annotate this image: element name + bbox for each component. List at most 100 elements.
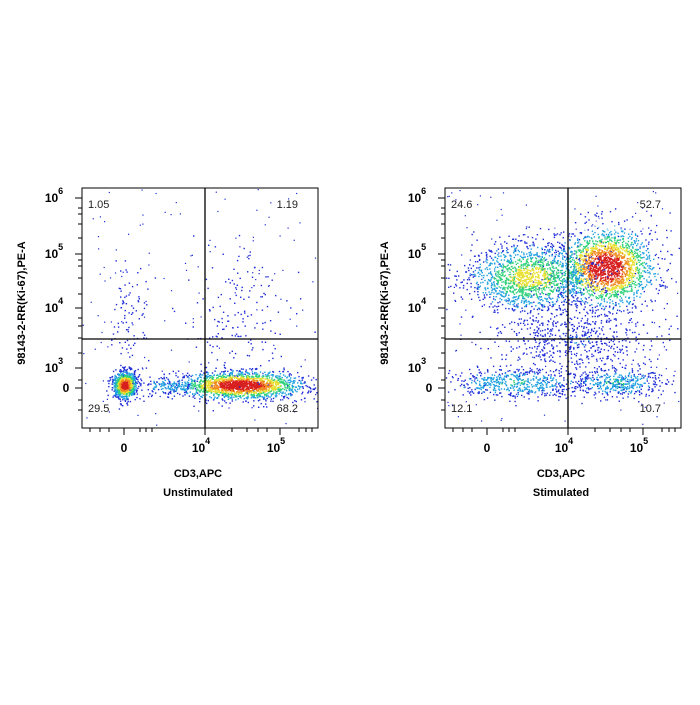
event-dot xyxy=(193,384,194,385)
event-dot xyxy=(124,315,125,316)
event-dot xyxy=(122,347,123,348)
event-dot xyxy=(589,236,590,237)
event-dot xyxy=(193,322,194,323)
event-dot xyxy=(152,390,153,391)
event-dot xyxy=(613,247,614,248)
event-dot xyxy=(193,318,194,319)
event-dot xyxy=(224,383,225,384)
event-dot xyxy=(155,386,156,387)
event-dot xyxy=(262,323,263,324)
event-dot xyxy=(229,393,230,394)
event-dot xyxy=(119,342,120,343)
event-dot xyxy=(146,367,147,368)
event-dot xyxy=(272,353,273,354)
event-dot xyxy=(286,397,287,398)
event-dot xyxy=(145,281,146,282)
event-dot xyxy=(137,388,138,389)
event-dot xyxy=(135,388,136,389)
event-dot xyxy=(137,284,138,285)
event-dot xyxy=(294,389,295,390)
event-dot xyxy=(626,306,627,307)
event-dot xyxy=(126,376,127,377)
event-dot xyxy=(208,362,209,363)
event-dot xyxy=(199,376,200,377)
event-dot xyxy=(120,372,121,373)
event-dot xyxy=(601,297,602,298)
event-dot xyxy=(141,380,142,381)
event-dot xyxy=(660,277,661,278)
event-dot xyxy=(602,294,603,295)
event-dot xyxy=(606,242,607,243)
event-dot xyxy=(291,389,292,390)
event-dot xyxy=(654,276,655,277)
event-dot xyxy=(211,392,212,393)
event-dot xyxy=(622,239,623,240)
event-dot xyxy=(243,376,244,377)
event-dot xyxy=(244,383,245,384)
event-dot xyxy=(219,391,220,392)
event-dot xyxy=(615,268,616,269)
event-dot xyxy=(308,390,309,391)
event-dot xyxy=(261,388,262,389)
event-dot xyxy=(116,260,117,261)
event-dot xyxy=(260,390,261,391)
event-dot xyxy=(227,390,228,391)
event-dot xyxy=(116,304,117,305)
event-dot xyxy=(262,267,263,268)
event-dot xyxy=(200,390,201,391)
event-dot xyxy=(117,385,118,386)
event-dot xyxy=(243,390,244,391)
event-dot xyxy=(177,393,178,394)
event-dot xyxy=(616,296,617,297)
event-dot xyxy=(620,301,621,302)
event-dot xyxy=(551,243,552,244)
event-dot xyxy=(265,403,266,404)
event-dot xyxy=(173,389,174,390)
event-dot xyxy=(118,393,119,394)
event-dot xyxy=(217,359,218,360)
event-dot xyxy=(241,375,242,376)
event-dot xyxy=(236,295,237,296)
event-dot xyxy=(598,286,599,287)
event-dot xyxy=(625,267,626,268)
event-dot xyxy=(621,275,622,276)
event-dot xyxy=(576,275,577,276)
event-dot xyxy=(651,239,652,240)
event-dot xyxy=(606,283,607,284)
event-dot xyxy=(292,385,293,386)
event-dot xyxy=(276,394,277,395)
event-dot xyxy=(304,381,305,382)
event-dots xyxy=(83,189,320,426)
event-dot xyxy=(104,322,105,323)
event-dot xyxy=(193,235,194,236)
event-dot xyxy=(616,245,617,246)
event-dot xyxy=(641,244,642,245)
event-dot xyxy=(614,264,615,265)
event-dot xyxy=(128,344,129,345)
event-dot xyxy=(191,387,192,388)
event-dot xyxy=(210,387,211,388)
event-dot xyxy=(633,277,634,278)
event-dot xyxy=(120,399,121,400)
event-dot xyxy=(632,281,633,282)
event-dot xyxy=(221,391,222,392)
event-dot xyxy=(225,402,226,403)
event-dot xyxy=(156,193,157,194)
event-dot xyxy=(110,377,111,378)
event-dot xyxy=(165,384,166,385)
event-dot xyxy=(256,380,257,381)
event-dot xyxy=(228,379,229,380)
event-dot xyxy=(291,381,292,382)
event-dot xyxy=(671,254,672,255)
event-dot xyxy=(280,299,281,300)
event-dot xyxy=(234,375,235,376)
event-dot xyxy=(218,378,219,379)
event-dot xyxy=(625,287,626,288)
event-dot xyxy=(634,251,635,252)
event-dot xyxy=(263,398,264,399)
event-dot xyxy=(583,248,584,249)
event-dot xyxy=(179,394,180,395)
event-dot xyxy=(273,398,274,399)
event-dot xyxy=(216,336,217,337)
event-dot xyxy=(284,384,285,385)
